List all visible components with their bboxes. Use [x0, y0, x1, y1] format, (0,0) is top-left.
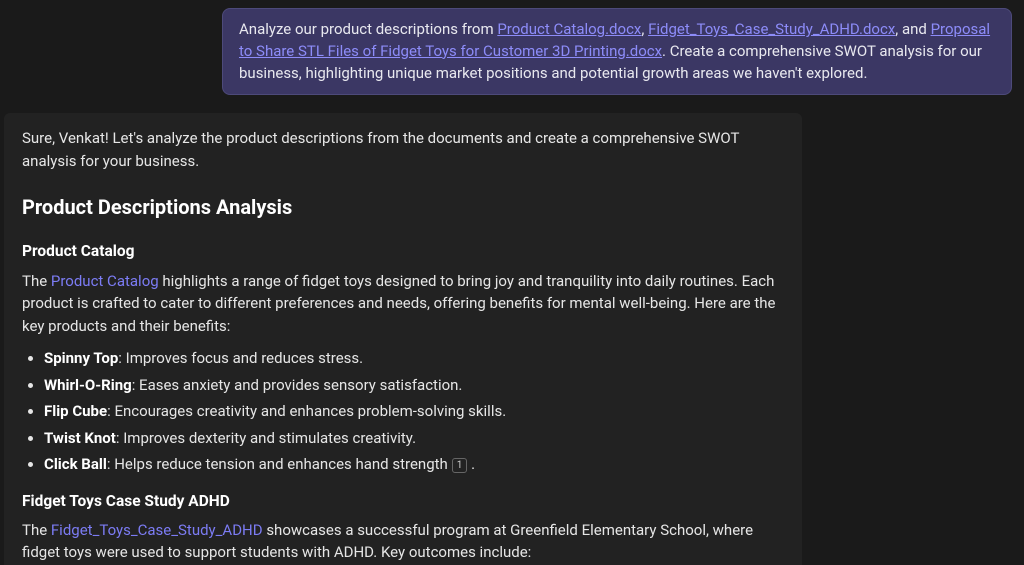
list-item: Whirl-O-Ring: Eases anxiety and provides… [44, 374, 784, 397]
section-heading: Product Descriptions Analysis [22, 192, 784, 222]
attachment-link-1[interactable]: Product Catalog.docx [497, 20, 641, 38]
subsection-1-paragraph: The Product Catalog highlights a range o… [22, 270, 784, 338]
user-message-bubble: Analyze our product descriptions from Pr… [222, 8, 1012, 95]
item-name: Twist Knot [44, 429, 116, 447]
doc-link-case-study[interactable]: Fidget_Toys_Case_Study_ADHD [51, 521, 263, 539]
attachment-link-2[interactable]: Fidget_Toys_Case_Study_ADHD.docx [648, 20, 895, 38]
item-name: Click Ball [44, 455, 107, 473]
subsection-2: Fidget Toys Case Study ADHD The Fidget_T… [22, 490, 784, 565]
product-list: Spinny Top: Improves focus and reduces s… [22, 347, 784, 476]
subsection-2-paragraph: The Fidget_Toys_Case_Study_ADHD showcase… [22, 519, 784, 564]
period: . [467, 455, 475, 473]
chat-container: Analyze our product descriptions from Pr… [0, 0, 1024, 565]
assistant-intro: Sure, Venkat! Let's analyze the product … [22, 127, 784, 172]
s2-pre: The [22, 521, 51, 539]
doc-link-catalog[interactable]: Product Catalog [51, 272, 159, 290]
item-desc: : Helps reduce tension and enhances hand… [107, 455, 448, 473]
list-item: Twist Knot: Improves dexterity and stimu… [44, 427, 784, 450]
item-name: Flip Cube [44, 402, 107, 420]
item-name: Spinny Top [44, 349, 118, 367]
list-item: Click Ball: Helps reduce tension and enh… [44, 453, 784, 476]
item-name: Whirl-O-Ring [44, 376, 132, 394]
subsection-2-heading: Fidget Toys Case Study ADHD [22, 490, 784, 513]
s1-pre: The [22, 272, 51, 290]
list-item: Spinny Top: Improves focus and reduces s… [44, 347, 784, 370]
subsection-1-heading: Product Catalog [22, 240, 784, 263]
list-item: Flip Cube: Encourages creativity and enh… [44, 400, 784, 423]
item-desc: : Eases anxiety and provides sensory sat… [132, 376, 463, 394]
user-text-1: Analyze our product descriptions from [239, 20, 497, 38]
item-desc: : Improves dexterity and stimulates crea… [116, 429, 416, 447]
user-text-sep2: , and [895, 20, 930, 38]
assistant-message: Sure, Venkat! Let's analyze the product … [4, 113, 802, 565]
item-desc: : Encourages creativity and enhances pro… [107, 402, 506, 420]
citation-badge[interactable]: 1 [452, 458, 468, 473]
item-desc: : Improves focus and reduces stress. [118, 349, 363, 367]
